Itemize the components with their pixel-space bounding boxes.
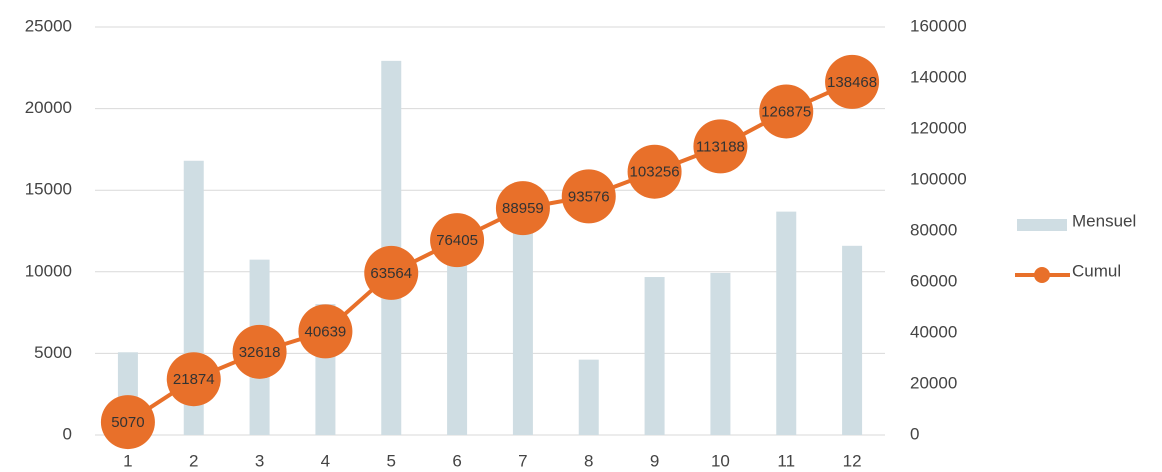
y2-tick-label: 20000 — [910, 373, 957, 392]
marker — [430, 213, 485, 268]
marker — [825, 54, 880, 109]
x-tick-label: 5 — [387, 451, 396, 470]
data-label: 63564 — [370, 265, 412, 282]
y2-tick-label: 40000 — [910, 322, 957, 341]
marker — [298, 304, 353, 359]
marker — [100, 395, 155, 450]
bar — [710, 272, 731, 435]
y-tick-label: 5000 — [34, 343, 72, 362]
x-tick-label: 4 — [321, 451, 330, 470]
y-tick-label: 25000 — [25, 16, 72, 35]
x-tick-label: 12 — [843, 451, 862, 470]
y-tick-label: 10000 — [25, 261, 72, 280]
bar — [644, 277, 665, 435]
marker — [364, 245, 419, 300]
y-tick-label: 0 — [63, 424, 72, 443]
data-label: 93576 — [568, 188, 610, 205]
y-tick-label: 20000 — [25, 98, 72, 117]
data-label: 103256 — [630, 164, 680, 181]
marker — [693, 119, 748, 174]
data-label: 40639 — [305, 323, 347, 340]
marker — [232, 324, 287, 379]
data-label: 138468 — [827, 74, 877, 91]
data-label: 21874 — [173, 371, 215, 388]
x-tick-label: 3 — [255, 451, 264, 470]
bar — [842, 245, 863, 435]
marker — [627, 144, 682, 199]
x-tick-label: 7 — [518, 451, 527, 470]
marker — [561, 169, 616, 224]
data-label: 126875 — [761, 103, 811, 120]
x-tick-label: 6 — [452, 451, 461, 470]
bar — [512, 230, 533, 435]
y2-tick-label: 0 — [910, 424, 919, 443]
x-tick-label: 11 — [777, 451, 795, 470]
legend-swatch — [1017, 219, 1067, 231]
legend-label: Mensuel — [1072, 211, 1136, 230]
y2-tick-label: 160000 — [910, 16, 967, 35]
y2-tick-label: 100000 — [910, 169, 967, 188]
x-tick-label: 10 — [711, 451, 730, 470]
x-tick-label: 8 — [584, 451, 593, 470]
data-label: 5070 — [111, 414, 144, 431]
y-tick-label: 15000 — [25, 180, 72, 199]
legend-label: Cumul — [1072, 261, 1121, 280]
data-label: 76405 — [436, 232, 478, 249]
data-label: 32618 — [239, 344, 281, 361]
y2-tick-label: 120000 — [910, 118, 967, 137]
data-label: 88959 — [502, 200, 544, 217]
marker — [759, 84, 814, 139]
data-label: 113188 — [696, 138, 745, 155]
y2-tick-label: 80000 — [910, 220, 957, 239]
marker — [166, 352, 221, 407]
legend-marker — [1034, 267, 1050, 283]
bar — [447, 225, 468, 435]
marker — [495, 181, 550, 236]
y2-tick-label: 60000 — [910, 271, 957, 290]
bar — [578, 359, 599, 435]
bar — [776, 211, 797, 435]
x-tick-label: 9 — [650, 451, 659, 470]
y2-tick-label: 140000 — [910, 67, 967, 86]
x-tick-label: 2 — [189, 451, 198, 470]
x-tick-label: 1 — [123, 451, 132, 470]
